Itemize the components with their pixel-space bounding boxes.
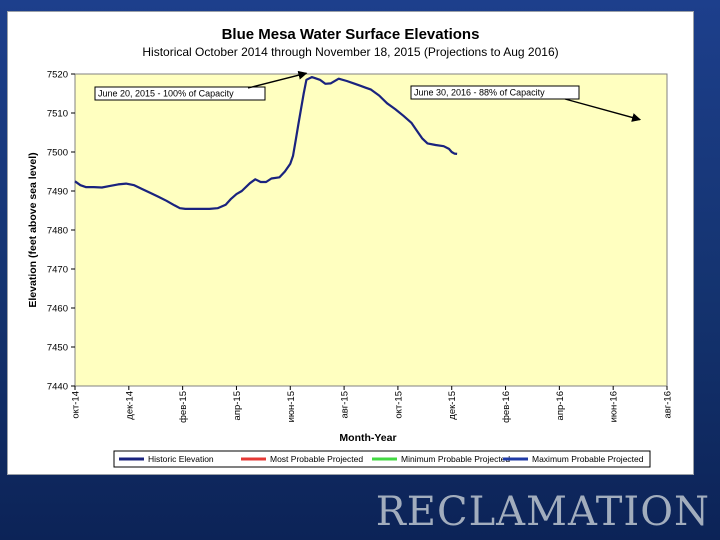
- x-tick-label: июн-16: [609, 391, 620, 422]
- x-tick-label: фев-16: [501, 391, 512, 423]
- y-tick-label: 7510: [47, 109, 68, 120]
- y-tick-label: 7440: [47, 382, 68, 393]
- x-axis-label: Month-Year: [339, 432, 396, 444]
- x-tick-label: дек-14: [124, 391, 135, 420]
- legend: Historic Elevation Most Probable Projecte…: [119, 454, 644, 464]
- annotation-arrow: [247, 70, 308, 89]
- x-tick-label: окт-14: [71, 391, 82, 419]
- series-layer: [74, 75, 458, 210]
- y-tick-label: 7500: [47, 148, 68, 159]
- x-tick-label: авг-15: [340, 391, 351, 419]
- x-tick-label: дек-15: [447, 391, 458, 420]
- legend-label: Minimum Probable Projected: [401, 454, 510, 464]
- legend-label: Most Probable Projected: [270, 454, 363, 464]
- annotations: June 20, 2015 - 100% of Capacity June 30,…: [94, 70, 642, 122]
- legend-label: Maximum Probable Projected: [532, 454, 644, 464]
- x-axis-ticks: окт-14 дек-14 фев-15 апр-15 июн-15 авг-15 окт-…: [71, 386, 674, 423]
- x-tick-label: апр-16: [555, 391, 566, 420]
- y-axis-label: Elevation (feet above sea level): [27, 152, 39, 307]
- y-tick-label: 7470: [47, 265, 68, 276]
- y-tick-label: 7460: [47, 304, 68, 315]
- y-tick-label: 7480: [47, 226, 68, 237]
- annotation-box: [410, 85, 580, 100]
- x-tick-label: фев-15: [178, 391, 189, 423]
- legend-label: Historic Elevation: [148, 454, 214, 464]
- x-tick-label: июн-15: [286, 391, 297, 422]
- x-tick-label: авг-16: [663, 391, 674, 419]
- y-axis-ticks: 7440 7450 7460 7470 7480 7490 7500 7510 7520: [47, 70, 75, 393]
- reclamation-wordmark: RECLAMATION: [375, 489, 710, 535]
- plot-area: [74, 73, 668, 387]
- annotation-box: [94, 86, 266, 101]
- chart-panel: Blue Mesa Water Surface Elevations Histo…: [7, 11, 694, 475]
- x-tick-label: окт-15: [393, 391, 404, 419]
- series-line-historic: [74, 75, 458, 210]
- x-tick-label: апр-15: [232, 391, 243, 420]
- annotation-text: June 20, 2015 - 100% of Capacity: [98, 89, 234, 99]
- chart-svg: Elevation (feet above sea level) Month-Y…: [27, 70, 674, 468]
- annotation-text: June 30, 2016 - 88% of Capacity: [414, 88, 545, 98]
- y-tick-label: 7490: [47, 187, 68, 198]
- chart-subtitle: Historical October 2014 through November…: [142, 45, 559, 59]
- annotation-arrow: [564, 98, 642, 122]
- chart-title: Blue Mesa Water Surface Elevations: [221, 26, 480, 43]
- y-tick-label: 7520: [47, 70, 68, 81]
- y-tick-label: 7450: [47, 343, 68, 354]
